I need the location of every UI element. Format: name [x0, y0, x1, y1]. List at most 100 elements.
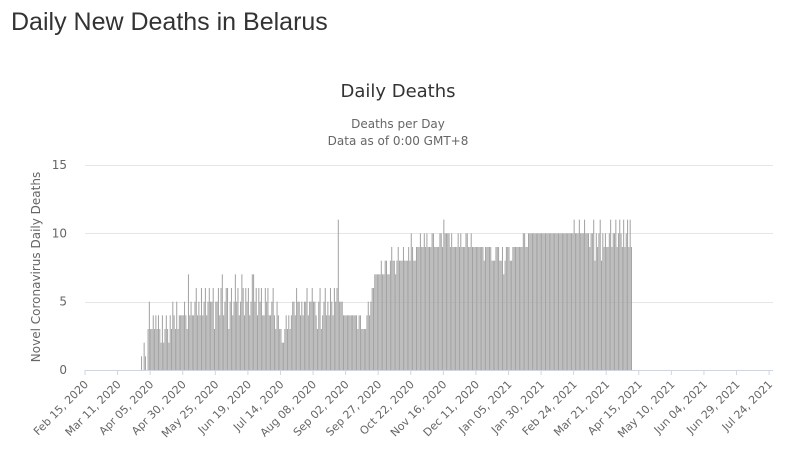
bar	[234, 274, 236, 370]
bar	[587, 233, 589, 370]
bar	[262, 315, 264, 370]
bar	[571, 233, 573, 370]
bar	[494, 260, 496, 370]
bar	[584, 219, 586, 370]
bar	[422, 247, 424, 370]
bar	[397, 247, 399, 370]
bar	[581, 233, 583, 370]
bar	[147, 329, 149, 370]
bar	[212, 288, 214, 370]
bar	[435, 247, 437, 370]
bar	[165, 315, 167, 370]
bar	[516, 247, 518, 370]
y-tick-label: 10	[52, 226, 67, 240]
bar	[306, 288, 308, 370]
bar	[534, 233, 536, 370]
bar	[601, 260, 603, 370]
bar	[442, 247, 444, 370]
bar	[167, 329, 169, 370]
bar	[200, 288, 202, 370]
bar	[369, 315, 371, 370]
chart-title: Daily Deaths	[340, 81, 455, 102]
bar	[477, 247, 479, 370]
bar	[591, 233, 593, 370]
bar	[501, 247, 503, 370]
bar	[569, 233, 571, 370]
bar	[404, 260, 406, 370]
bar	[313, 301, 315, 370]
bar	[283, 342, 285, 370]
bar	[589, 247, 591, 370]
bar	[608, 233, 610, 370]
bar	[395, 274, 397, 370]
bar	[580, 233, 582, 370]
bar	[227, 288, 229, 370]
bar	[238, 315, 240, 370]
bar	[415, 247, 417, 370]
bar	[436, 247, 438, 370]
bar	[440, 233, 442, 370]
bar	[154, 329, 156, 370]
bar	[496, 247, 498, 370]
bar	[206, 315, 208, 370]
bar	[297, 301, 299, 370]
bar	[490, 247, 492, 370]
bar	[602, 233, 604, 370]
bar	[172, 301, 174, 370]
bar	[348, 315, 350, 370]
bar	[305, 301, 307, 370]
bar	[216, 301, 218, 370]
bar	[542, 233, 544, 370]
bar	[508, 247, 510, 370]
bar	[292, 301, 294, 370]
bar	[574, 233, 576, 370]
bar	[190, 301, 192, 370]
bar	[546, 233, 548, 370]
bar	[586, 233, 588, 370]
bar	[379, 274, 381, 370]
bar	[573, 219, 575, 370]
bar	[362, 329, 364, 370]
bar	[473, 247, 475, 370]
bar	[182, 315, 184, 370]
bar	[225, 288, 227, 370]
bar	[504, 260, 506, 370]
bar	[372, 288, 374, 370]
bar	[445, 233, 447, 370]
bar	[319, 288, 321, 370]
bar	[194, 301, 196, 370]
bar	[374, 274, 376, 370]
bar	[598, 233, 600, 370]
bar	[529, 233, 531, 370]
bar	[429, 247, 431, 370]
bar	[243, 315, 245, 370]
bar	[322, 315, 324, 370]
bar	[560, 233, 562, 370]
bar	[375, 274, 377, 370]
bar	[160, 342, 162, 370]
bar	[443, 219, 445, 370]
bar	[197, 315, 199, 370]
bar	[455, 247, 457, 370]
bar	[202, 315, 204, 370]
bar	[486, 247, 488, 370]
bar	[177, 329, 179, 370]
bar	[376, 274, 378, 370]
bar	[530, 233, 532, 370]
bar	[272, 288, 274, 370]
bar	[434, 247, 436, 370]
bar	[623, 219, 625, 370]
bar	[259, 301, 261, 370]
bar	[564, 233, 566, 370]
bar	[515, 247, 517, 370]
bar	[449, 247, 451, 370]
bar	[541, 233, 543, 370]
bar	[157, 315, 159, 370]
bar	[314, 301, 316, 370]
bar	[499, 260, 501, 370]
bar	[336, 288, 338, 370]
bar	[285, 315, 287, 370]
bar	[535, 233, 537, 370]
bar	[458, 247, 460, 370]
bar	[184, 301, 186, 370]
